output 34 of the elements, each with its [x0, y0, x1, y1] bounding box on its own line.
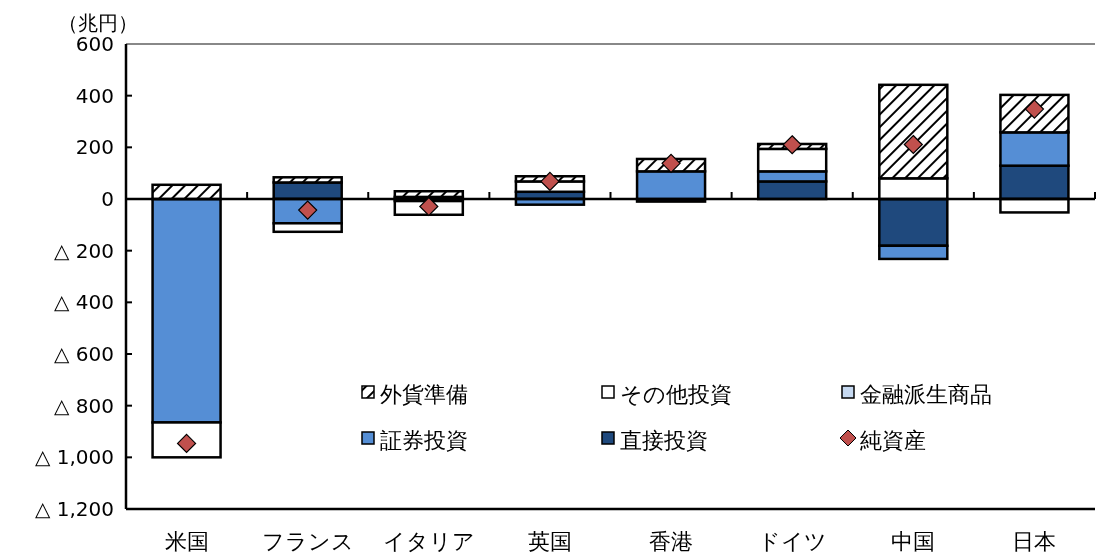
- legend-label: 純資産: [860, 428, 926, 453]
- y-tick-label: △ 1,200: [35, 497, 114, 521]
- legend-label: 直接投資: [620, 428, 708, 453]
- y-tick-label: 600: [75, 32, 114, 56]
- x-tick-label: 英国: [527, 529, 572, 554]
- x-tick-label: 中国: [891, 529, 936, 554]
- legend-label: 外貨準備: [380, 382, 468, 407]
- x-tick-label: 米国: [164, 529, 209, 554]
- x-tick-label: 日本: [1012, 529, 1057, 554]
- point: [540, 171, 560, 192]
- x-tick-label: イタリア: [382, 529, 475, 554]
- x-tick-label: 香港: [649, 529, 694, 554]
- y-tick-label: 200: [75, 135, 114, 160]
- point: [903, 134, 923, 155]
- y-tick-label: △ 400: [54, 290, 114, 315]
- y-tick-label: △ 800: [54, 393, 114, 418]
- y-tick-label: △ 600: [54, 342, 114, 366]
- legend-金融派生商品: 金融派生商品: [841, 382, 992, 407]
- x-tick-label: ドイツ: [757, 529, 827, 554]
- legend-証券投資: 証券投資: [361, 428, 468, 453]
- legend-純資産: 純資産: [839, 428, 926, 453]
- x-tick-label: フランス: [261, 529, 354, 554]
- point: [419, 196, 439, 217]
- y-tick-label: △ 1,000: [35, 445, 114, 470]
- point: [782, 135, 802, 155]
- point: [661, 153, 681, 173]
- legend-label: 証券投資: [380, 428, 468, 453]
- legend-外貨準備: 外貨準備: [361, 382, 468, 407]
- y-tick-label: 0: [101, 187, 114, 211]
- y-tick-label: 400: [75, 83, 114, 108]
- y-axis-title: （兆円）: [58, 11, 138, 35]
- y-tick-label: △ 200: [54, 238, 114, 263]
- legend-その他投資: その他投資: [601, 382, 732, 407]
- legend-直接投資: 直接投資: [601, 428, 708, 453]
